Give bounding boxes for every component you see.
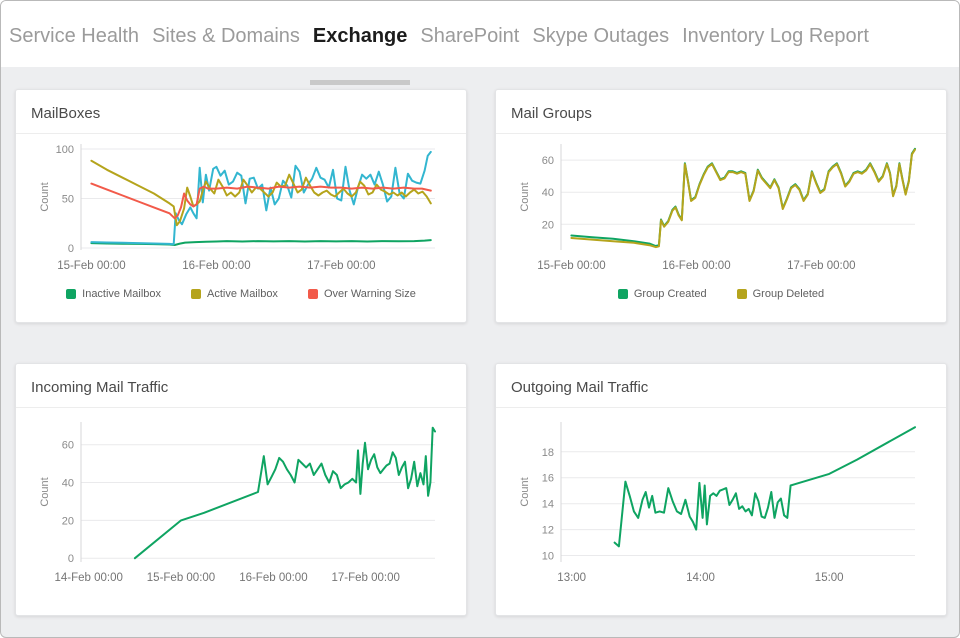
y-tick-label: 60 (62, 440, 74, 452)
tab-sites-domains[interactable]: Sites & Domains (152, 25, 300, 47)
y-axis-title: Count (39, 182, 51, 211)
line-chart: 20 40 60 15-Feb 00:00 16-Feb 00:00 17-Feb 00:… (519, 144, 916, 272)
series-line-unlabeled (133, 426, 436, 560)
series-line-over-warning-size (90, 182, 432, 220)
x-tick-label: 16-Feb 00:00 (239, 572, 307, 584)
y-tick-label: 18 (542, 447, 554, 459)
card-mail-groups: Mail Groups 20 40 60 15-Feb 00:00 16-Feb 00:… (495, 89, 947, 323)
legend-item[interactable]: Inactive Mailbox (66, 288, 161, 300)
chart-legend: Group Created Group Deleted (511, 281, 931, 307)
divider (16, 407, 466, 408)
card-title: Mail Groups (511, 105, 592, 122)
y-tick-label: 20 (542, 219, 554, 231)
tab-bar: Service Health Sites & Domains Exchange … (1, 1, 959, 85)
line-chart: 0 50 100 15-Feb 00:00 16-Feb 00:00 17-Feb 00:… (39, 144, 435, 272)
legend-label: Group Created (633, 288, 707, 300)
y-tick-label: 12 (542, 525, 554, 537)
tab-exchange-label: Exchange (312, 25, 408, 47)
series-line-group-created (570, 147, 916, 247)
series-line-unlabeled (613, 426, 916, 548)
tab-skype-outages[interactable]: Skype Outages (532, 25, 670, 47)
legend-item[interactable]: Group Created (617, 288, 707, 300)
x-tick-label: 14:00 (686, 572, 715, 584)
y-tick-label: 14 (542, 499, 554, 511)
y-tick-label: 10 (542, 551, 554, 563)
divider (496, 133, 946, 134)
x-tick-label: 15-Feb 00:00 (537, 260, 605, 272)
y-tick-label: 50 (62, 194, 74, 206)
chart-canvas-mailboxes: 0 50 100 15-Feb 00:00 16-Feb 00:00 17-Feb 00:… (31, 136, 451, 281)
chart-canvas-mail-groups: 20 40 60 15-Feb 00:00 16-Feb 00:00 17-Feb 00:… (511, 136, 931, 281)
legend-swatch (307, 289, 318, 299)
card-mailboxes: MailBoxes 0 50 100 15-Feb 00:00 16-Feb 00:00… (15, 89, 467, 323)
card-title: Outgoing Mail Traffic (511, 379, 649, 396)
dashboard-grid: MailBoxes 0 50 100 15-Feb 00:00 16-Feb 00:00… (1, 67, 959, 616)
card-outgoing-mail-traffic: Outgoing Mail Traffic 10 12 14 16 18 13:00 14:… (495, 363, 947, 616)
active-tab-underline (309, 80, 411, 85)
tab-exchange[interactable]: Exchange (309, 25, 411, 85)
legend-swatch (191, 289, 202, 299)
legend-swatch (617, 289, 628, 299)
legend-label: Active Mailbox (207, 288, 278, 300)
legend-swatch (66, 289, 77, 299)
tab-inventory-log-report[interactable]: Inventory Log Report (682, 25, 869, 47)
legend-label: Group Deleted (752, 288, 825, 300)
x-tick-label: 17-Feb 00:00 (331, 572, 399, 584)
line-chart: 0 20 40 60 14-Feb 00:00 15-Feb 00:00 16-Feb 00… (39, 422, 436, 584)
x-tick-label: 16-Feb 00:00 (182, 260, 250, 272)
divider (16, 133, 466, 134)
card-title: MailBoxes (31, 105, 101, 122)
x-tick-label: 15-Feb 00:00 (147, 572, 215, 584)
y-tick-label: 0 (68, 553, 74, 565)
line-chart: 10 12 14 16 18 13:00 14:00 15:00 Count (519, 422, 916, 584)
series-line-group-deleted (570, 148, 916, 249)
y-tick-label: 60 (542, 155, 554, 167)
y-axis-title: Count (519, 182, 531, 211)
series-line-active-mailbox (90, 159, 432, 227)
x-tick-label: 13:00 (557, 572, 586, 584)
y-axis-title: Count (39, 477, 51, 506)
chart-legend: Inactive Mailbox Active Mailbox Over Warni… (31, 281, 451, 307)
y-tick-label: 40 (62, 478, 74, 490)
legend-swatch (736, 289, 747, 299)
x-tick-label: 15-Feb 00:00 (57, 260, 125, 272)
x-tick-label: 14-Feb 00:00 (54, 572, 122, 584)
legend-item[interactable]: Group Deleted (736, 288, 825, 300)
card-incoming-mail-traffic: Incoming Mail Traffic 0 20 40 60 14-Feb 00:0… (15, 363, 467, 616)
legend-item[interactable]: Active Mailbox (191, 288, 278, 300)
y-axis-title: Count (519, 477, 531, 506)
y-tick-label: 16 (542, 473, 554, 485)
y-tick-label: 20 (62, 515, 74, 527)
tab-sharepoint[interactable]: SharePoint (420, 25, 520, 47)
y-tick-label: 100 (56, 144, 74, 156)
legend-label: Over Warning Size (323, 288, 416, 300)
chart-canvas-outgoing-mail: 10 12 14 16 18 13:00 14:00 15:00 Count (511, 410, 931, 600)
x-tick-label: 17-Feb 00:00 (787, 260, 855, 272)
card-title: Incoming Mail Traffic (31, 379, 169, 396)
legend-item[interactable]: Over Warning Size (307, 288, 416, 300)
divider (496, 407, 946, 408)
y-tick-label: 0 (68, 243, 74, 255)
y-tick-label: 40 (542, 187, 554, 199)
x-tick-label: 16-Feb 00:00 (662, 260, 730, 272)
chart-canvas-incoming-mail: 0 20 40 60 14-Feb 00:00 15-Feb 00:00 16-Feb 00… (31, 410, 451, 600)
x-tick-label: 15:00 (815, 572, 844, 584)
legend-label: Inactive Mailbox (82, 288, 162, 300)
tab-service-health[interactable]: Service Health (9, 25, 140, 47)
x-tick-label: 17-Feb 00:00 (307, 260, 375, 272)
